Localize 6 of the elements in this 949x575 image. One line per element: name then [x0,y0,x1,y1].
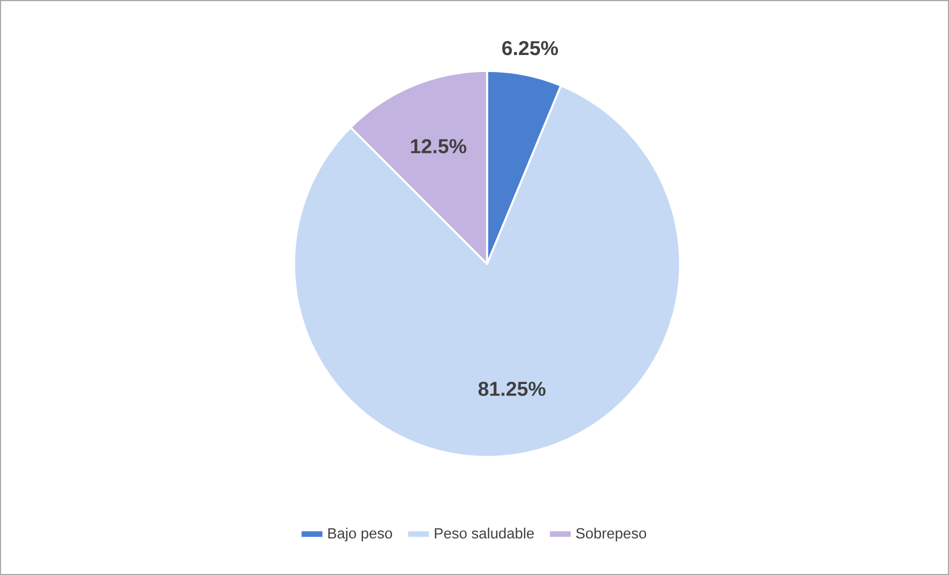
data-label: 12.5% [411,139,466,154]
legend-label: Sobrepeso [576,528,646,542]
legend-label: Bajo peso [328,528,392,542]
legend-label: Peso saludable [434,528,534,538]
data-label: 81.25% [478,382,546,396]
data-label: 6.25% [502,40,558,56]
